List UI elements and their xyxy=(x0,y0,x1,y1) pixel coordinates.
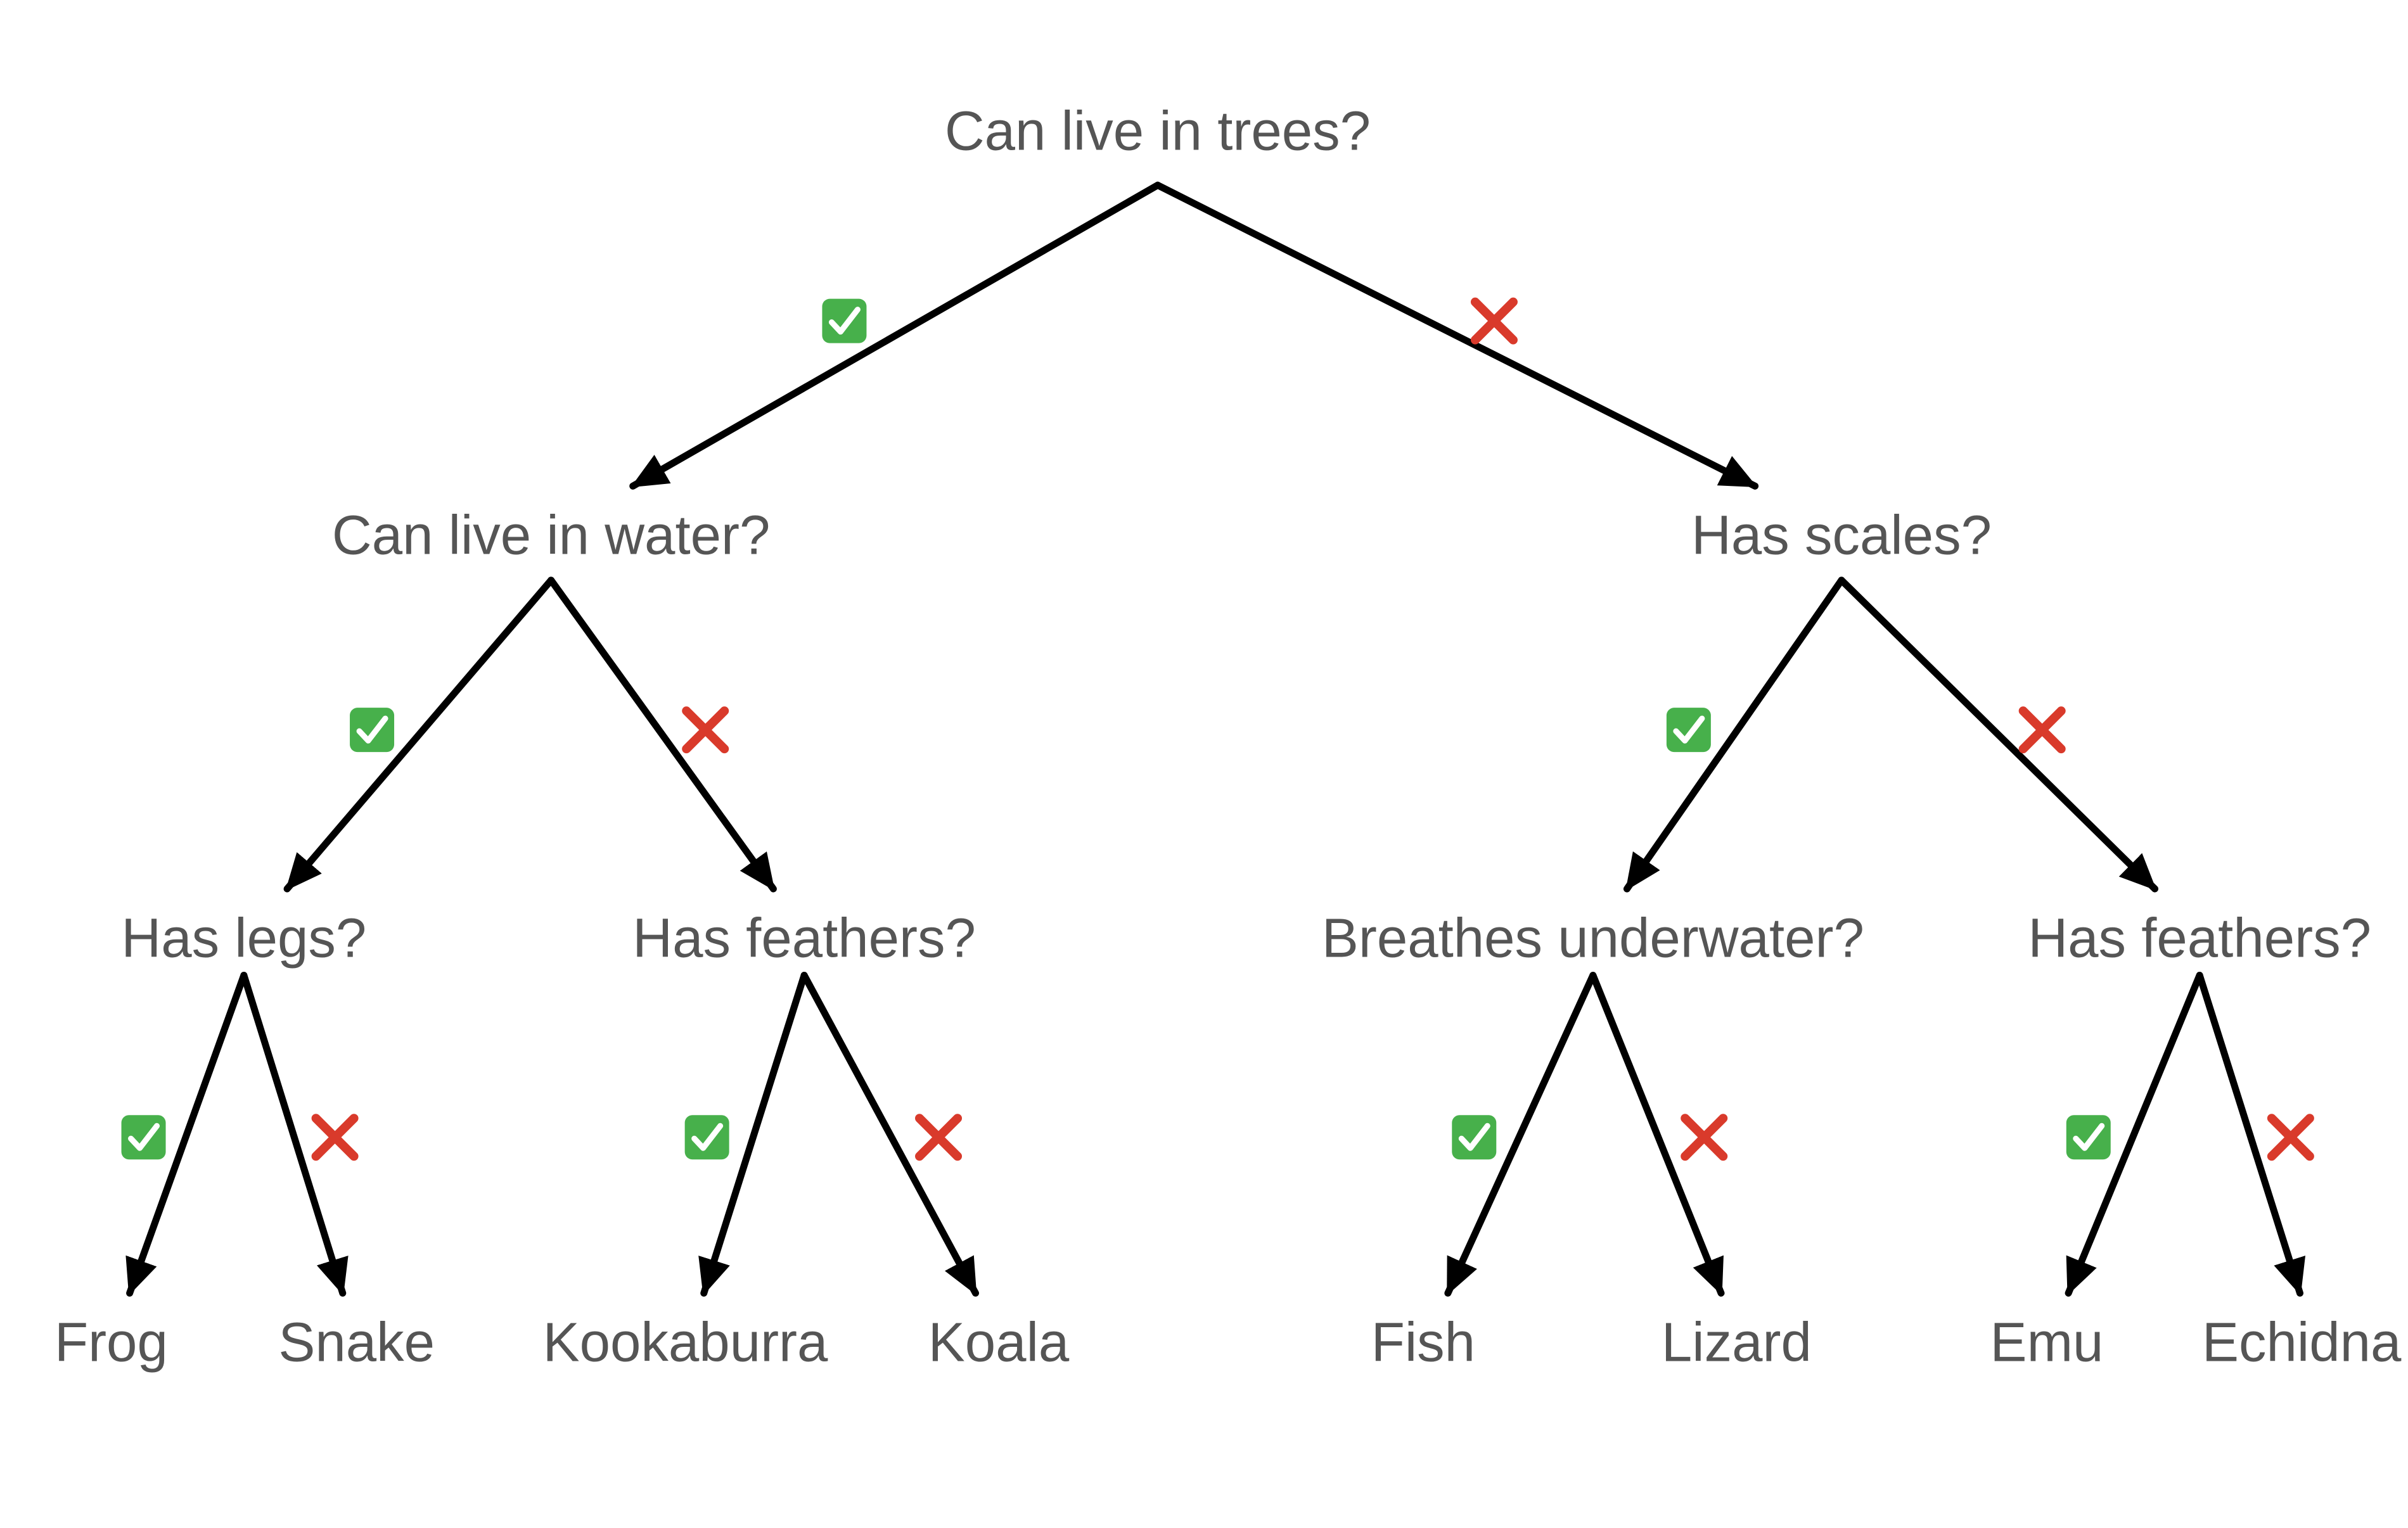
edge-feathers_a-to-kookaburra xyxy=(698,971,808,1297)
cross-mark-icon xyxy=(2018,706,2066,754)
check-mark-button-icon xyxy=(1452,1115,1497,1160)
edge-water-to-legs xyxy=(283,576,555,893)
node-feathers-b: Has feathers? xyxy=(2028,907,2371,969)
edge-scales-to-feathers_b xyxy=(1838,576,2159,893)
cross-mark-icon xyxy=(2267,1114,2314,1161)
node-root: Can live in trees? xyxy=(945,100,1371,162)
edge-feathers_b-to-echidna xyxy=(2196,971,2306,1297)
node-frog: Frog xyxy=(54,1311,168,1373)
node-kookaburra: Kookaburra xyxy=(543,1311,828,1373)
cross-mark-icon xyxy=(311,1114,359,1161)
node-breathes: Breathes underwater? xyxy=(1322,907,1864,969)
node-scales: Has scales? xyxy=(1691,504,1992,566)
check-mark-button-icon xyxy=(1666,708,1711,753)
node-emu: Emu xyxy=(1990,1311,2104,1373)
node-legs: Has legs? xyxy=(121,907,366,969)
node-echidna: Echidna xyxy=(2202,1311,2402,1373)
edge-water-to-feathers_a xyxy=(548,576,777,893)
edge-legs-to-snake xyxy=(240,971,349,1297)
node-snake: Snake xyxy=(278,1311,435,1373)
edge-breathes-to-fish xyxy=(1444,971,1597,1297)
edge-legs-to-frog xyxy=(125,971,248,1297)
check-mark-button-icon xyxy=(2066,1115,2111,1160)
node-koala: Koala xyxy=(928,1311,1070,1373)
check-mark-button-icon xyxy=(684,1115,729,1160)
check-mark-button-icon xyxy=(350,708,395,753)
edge-root-to-water xyxy=(629,181,1162,490)
edge-feathers_a-to-koala xyxy=(800,971,979,1297)
cross-mark-icon xyxy=(1681,1114,1728,1161)
check-mark-button-icon xyxy=(121,1115,166,1160)
node-feathers-a: Has feathers? xyxy=(632,907,976,969)
node-fish: Fish xyxy=(1371,1311,1475,1373)
edge-feathers_b-to-emu xyxy=(2065,971,2203,1297)
cross-mark-icon xyxy=(682,706,729,754)
node-water: Can live in water? xyxy=(332,504,771,566)
check-mark-button-icon xyxy=(822,298,867,343)
edges-layer xyxy=(125,181,2306,1297)
node-lizard: Lizard xyxy=(1662,1311,1812,1373)
edge-scales-to-breathes xyxy=(1623,576,1845,893)
cross-mark-icon xyxy=(1470,297,1518,345)
cross-mark-icon xyxy=(915,1114,963,1161)
edge-root-to-scales xyxy=(1154,181,1759,490)
answer-icons-layer xyxy=(121,297,2314,1161)
nodes-layer: Can live in trees? Can live in water? Has … xyxy=(54,100,2402,1373)
edge-breathes-to-lizard xyxy=(1589,971,1725,1297)
